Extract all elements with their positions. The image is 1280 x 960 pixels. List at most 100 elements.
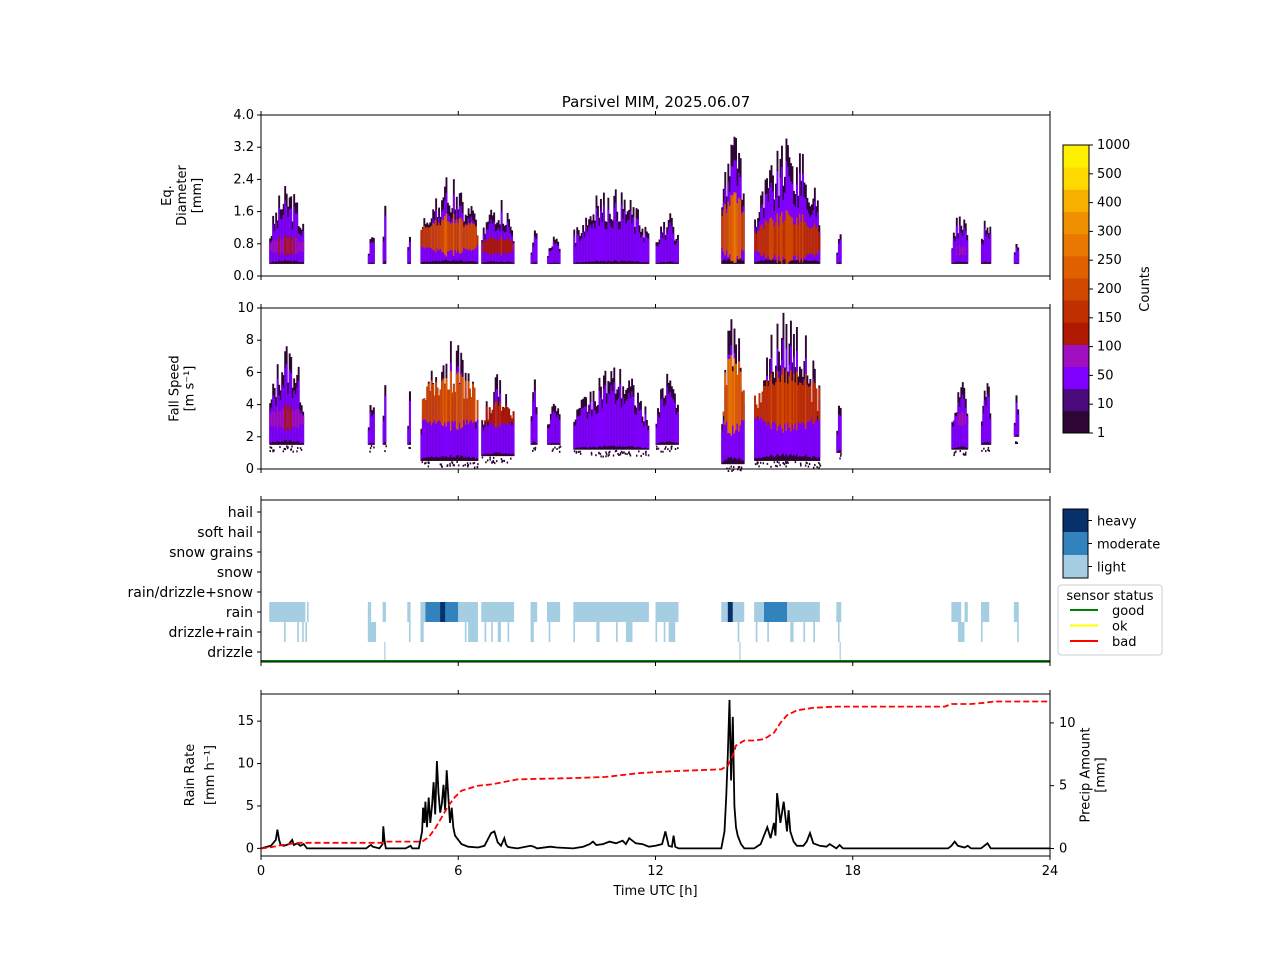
heatmap-cell <box>754 231 757 252</box>
heatmap-cell <box>488 238 491 254</box>
heatmap-cell <box>484 241 487 252</box>
heatmap-cell <box>482 240 485 253</box>
heatmap-cell <box>958 245 961 256</box>
heatmap-cell <box>575 450 578 453</box>
heatmap-cell <box>579 452 582 455</box>
y-axis-label: Rain Rate <box>183 744 198 807</box>
heatmap-cell <box>502 407 505 424</box>
heatmap-cell <box>270 240 273 263</box>
diameter-panel: 0.0 0.8 1.6 2.4 3.2 4.0 Eq. Diameter [mm] <box>160 108 1051 284</box>
heatmap-cell <box>730 465 732 468</box>
precip-type-segment <box>408 622 411 642</box>
heatmap-cell <box>481 426 484 455</box>
heatmap-cell <box>629 211 632 261</box>
heatmap-cell <box>446 402 449 458</box>
heatmap-cell <box>433 407 436 458</box>
heatmap-cell <box>573 450 576 453</box>
heatmap-cell <box>482 430 485 455</box>
heatmap-cell <box>467 465 469 468</box>
heatmap-cell <box>980 425 983 444</box>
precip-type-segment <box>1013 602 1019 622</box>
heatmap-cell <box>423 398 426 420</box>
heatmap-cell <box>620 450 623 453</box>
heatmap-cell <box>552 411 555 443</box>
precip-type-segment <box>367 602 372 622</box>
heatmap-cell <box>505 405 508 426</box>
colorbar-segment <box>1063 322 1089 345</box>
heatmap-cell <box>647 454 650 457</box>
heatmap-cell <box>806 384 809 423</box>
heatmap-cell <box>493 404 496 426</box>
heatmap-cell <box>475 421 477 423</box>
heatmap-cell <box>530 421 533 444</box>
heatmap-cell <box>961 412 964 427</box>
heatmap-cell <box>369 450 371 453</box>
precip-type-segment <box>655 602 679 622</box>
precip-type-segment <box>813 622 815 642</box>
heatmap-cell <box>489 456 491 459</box>
heatmap-cell <box>797 225 800 256</box>
heatmap-cell <box>625 400 628 447</box>
heatmap-cell <box>1016 442 1018 445</box>
heatmap-cell <box>287 410 290 427</box>
heatmap-cell <box>503 416 506 454</box>
heatmap-cell <box>588 412 591 448</box>
heatmap-cell <box>369 243 372 263</box>
precip-type-segment <box>307 602 309 622</box>
heatmap-cell <box>676 411 679 443</box>
heatmap-cell <box>762 462 765 465</box>
heatmap-cell <box>735 363 737 431</box>
heatmap-cell <box>672 233 675 263</box>
colorbar-label: Counts <box>1138 266 1153 312</box>
heatmap-cell <box>837 243 840 263</box>
heatmap-cell <box>279 446 281 449</box>
heatmap-cell <box>773 385 776 422</box>
heatmap-cell <box>754 395 757 419</box>
colorbar-tick-label: 1 <box>1097 426 1105 441</box>
heatmap-cell <box>989 233 992 263</box>
heatmap-cell <box>782 222 785 257</box>
heatmap-cell <box>742 211 745 251</box>
heatmap-cell <box>552 241 555 263</box>
heatmap-cell <box>294 237 297 255</box>
heatmap-cell <box>270 243 273 251</box>
heatmap-cell <box>424 411 427 458</box>
colorbar-segment <box>1063 211 1089 235</box>
heatmap-cell <box>497 405 500 425</box>
heatmap-cell <box>444 384 446 423</box>
heatmap-cell <box>576 416 579 448</box>
heatmap-cell <box>436 400 439 458</box>
heatmap-cell <box>484 426 487 455</box>
precip-type-segment <box>836 602 842 622</box>
heatmap-cell <box>300 414 303 425</box>
heatmap-cell <box>506 407 509 424</box>
heatmap-cell <box>369 447 372 450</box>
heatmap-cell <box>275 412 278 426</box>
heatmap-cell <box>804 222 807 258</box>
heatmap-cell <box>492 460 495 463</box>
heatmap-cell <box>427 383 430 423</box>
heatmap-cell <box>421 233 424 263</box>
heatmap-cell <box>591 416 593 448</box>
heatmap-cell <box>425 461 427 464</box>
heatmap-cell <box>738 466 741 469</box>
heatmap-cell <box>287 238 290 254</box>
heatmap-cell <box>955 419 958 448</box>
heatmap-cell <box>547 428 549 444</box>
precip-type-label: rain <box>226 605 253 621</box>
heatmap-cell <box>384 395 387 442</box>
heatmap-cell <box>367 255 370 264</box>
heatmap-cell <box>839 457 841 460</box>
colorbar-segment <box>1063 255 1089 279</box>
heatmap-cell <box>837 414 840 451</box>
heatmap-cell <box>470 222 473 251</box>
heatmap-cell <box>470 408 473 458</box>
heatmap-cell <box>808 462 811 465</box>
heatmap-cell <box>296 213 299 261</box>
heatmap-cell <box>429 403 432 458</box>
heatmap-cell <box>794 224 797 256</box>
heatmap-cell <box>473 387 476 422</box>
heatmap-cell <box>481 456 484 459</box>
heatmap-cell <box>476 410 479 458</box>
precip-type-label: soft hail <box>197 525 253 541</box>
